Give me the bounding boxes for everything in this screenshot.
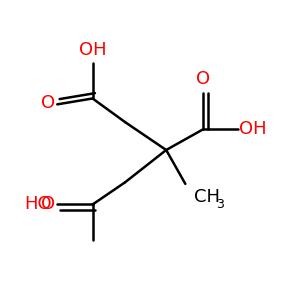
Text: OH: OH (239, 120, 267, 138)
Text: O: O (41, 94, 56, 112)
Text: HO: HO (24, 196, 52, 214)
Text: 3: 3 (216, 198, 224, 211)
Text: OH: OH (79, 41, 106, 59)
Text: O: O (196, 70, 210, 88)
Text: CH: CH (194, 188, 220, 206)
Text: O: O (41, 196, 56, 214)
